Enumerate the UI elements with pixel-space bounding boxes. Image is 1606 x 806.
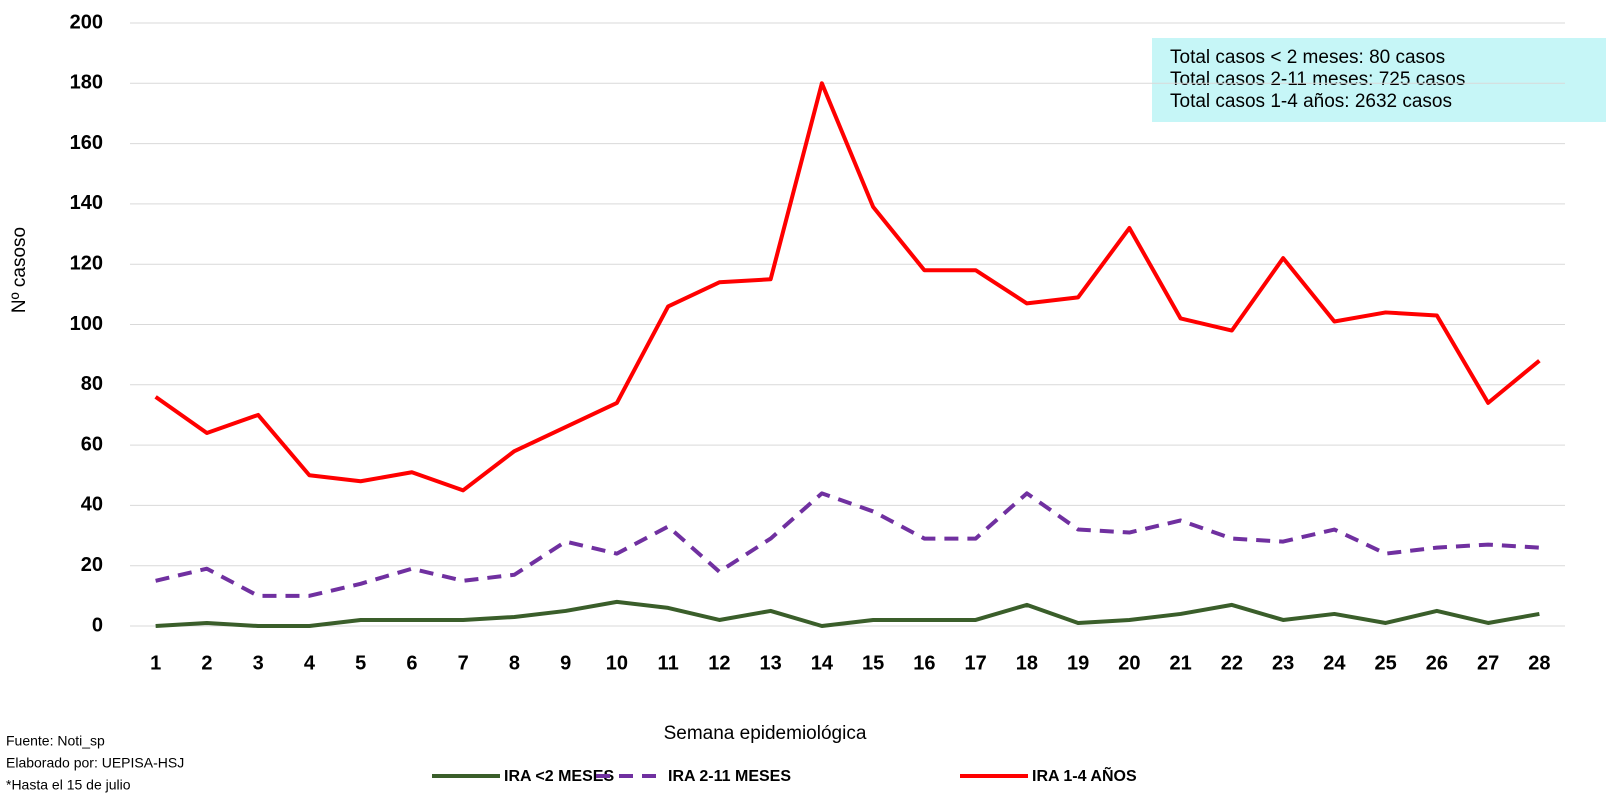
x-tick-label: 12 — [708, 652, 730, 674]
annotation-box — [1152, 38, 1606, 122]
annotation: Total casos 1-4 años: 2632 casos — [1170, 91, 1452, 112]
y-tick-label: 160 — [70, 132, 103, 154]
note: Fuente: Noti_sp — [6, 733, 105, 749]
x-tick-label: 10 — [606, 652, 628, 674]
y-tick-label: 100 — [70, 313, 103, 335]
x-tick-label: 21 — [1170, 652, 1192, 674]
x-tick-label: 20 — [1118, 652, 1140, 674]
y-tick-label: 120 — [70, 252, 103, 274]
x-tick-label: 19 — [1067, 652, 1089, 674]
note: Elaborado por: UEPISA-HSJ — [6, 755, 184, 771]
x-tick-label: 9 — [560, 652, 571, 674]
x-tick-label: 13 — [760, 652, 782, 674]
x-tick-label: 27 — [1477, 652, 1499, 674]
x-tick-label: 7 — [458, 652, 469, 674]
x-tick-label: 28 — [1528, 652, 1550, 674]
legend-label: IRA 2-11 MESES — [668, 768, 791, 785]
x-tick-label: 1 — [150, 652, 161, 674]
y-tick-label: 0 — [92, 614, 103, 636]
x-tick-label: 2 — [201, 652, 212, 674]
x-tick-label: 4 — [304, 652, 316, 674]
x-tick-label: 25 — [1375, 652, 1397, 674]
x-tick-label: 22 — [1221, 652, 1243, 674]
y-tick-label: 80 — [81, 373, 103, 395]
y-tick-label: 60 — [81, 433, 103, 455]
x-tick-label: 15 — [862, 652, 884, 674]
x-tick-label: 16 — [913, 652, 935, 674]
line-series — [155, 491, 1540, 598]
y-tick-label: 200 — [70, 11, 103, 33]
legend-label: IRA 1-4 AÑOS — [1032, 765, 1137, 785]
x-tick-label: 23 — [1272, 652, 1294, 674]
line-series — [155, 599, 1540, 628]
y-tick-label: 180 — [70, 72, 103, 94]
x-tick-label: 6 — [406, 652, 417, 674]
x-axis-label: Semana epidemiológica — [664, 723, 867, 744]
annotation: Total casos < 2 meses: 80 casos — [1170, 47, 1445, 68]
x-tick-label: 3 — [253, 652, 264, 674]
line-series — [154, 81, 1541, 493]
x-tick-label: 17 — [965, 652, 987, 674]
y-axis-label: Nº casoso — [9, 227, 30, 313]
legend-label: IRA <2 MESES — [504, 768, 614, 785]
x-tick-label: 24 — [1323, 652, 1346, 674]
annotation: Total casos 2-11 meses: 725 casos — [1170, 69, 1465, 90]
x-tick-label: 26 — [1426, 652, 1448, 674]
x-tick-label: 18 — [1016, 652, 1038, 674]
x-tick-label: 8 — [509, 652, 520, 674]
y-tick-label: 20 — [81, 554, 103, 576]
x-tick-label: 11 — [658, 652, 679, 674]
x-tick-label: 14 — [811, 652, 834, 674]
x-tick-label: 5 — [355, 652, 366, 674]
y-tick-label: 40 — [81, 494, 103, 516]
y-tick-label: 140 — [70, 192, 103, 214]
note: *Hasta el 15 de julio — [6, 777, 131, 793]
